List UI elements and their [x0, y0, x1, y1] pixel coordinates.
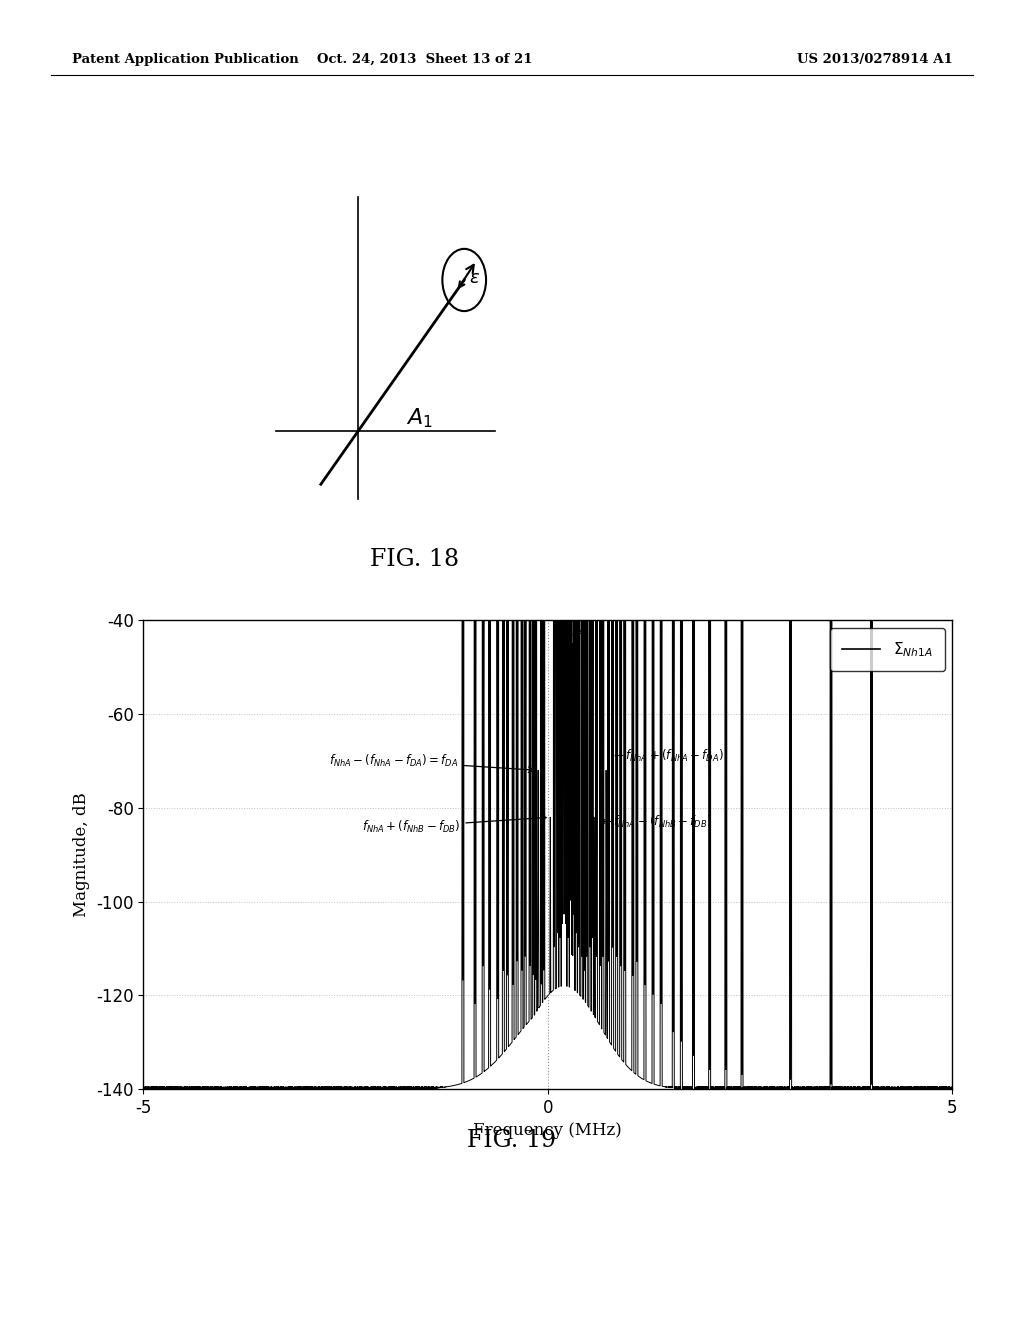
X-axis label: Frequency (MHz): Frequency (MHz) [473, 1122, 623, 1139]
Text: Patent Application Publication: Patent Application Publication [72, 53, 298, 66]
Text: $\leftarrow f_{NhA}+(f_{NhA}-f_{DA})$: $\leftarrow f_{NhA}+(f_{NhA}-f_{DA})$ [611, 748, 724, 764]
Text: $A_1$: $A_1$ [407, 407, 433, 430]
Text: $\leftarrow f_{NhA}-(f_{NhB}-f_{DB})$: $\leftarrow f_{NhA}-(f_{NhB}-f_{DB})$ [599, 814, 712, 830]
Text: $f_{NhA}$: $f_{NhA}$ [559, 622, 586, 639]
Text: US 2013/0278914 A1: US 2013/0278914 A1 [797, 53, 952, 66]
Text: Oct. 24, 2013  Sheet 13 of 21: Oct. 24, 2013 Sheet 13 of 21 [317, 53, 532, 66]
Legend: $\Sigma_{Nh1A}$: $\Sigma_{Nh1A}$ [830, 628, 945, 671]
Text: FIG. 18: FIG. 18 [370, 548, 460, 570]
Text: $f_{NhA}-(f_{NhA}-f_{DA})=f_{DA}$: $f_{NhA}-(f_{NhA}-f_{DA})=f_{DA}$ [330, 752, 534, 772]
Y-axis label: Magnitude, dB: Magnitude, dB [74, 792, 90, 917]
Text: $f_{NhA}+(f_{NhB}-f_{DB})$: $f_{NhA}+(f_{NhB}-f_{DB})$ [361, 814, 546, 834]
Text: FIG. 19: FIG. 19 [467, 1129, 557, 1151]
Text: $\varepsilon$: $\varepsilon$ [469, 269, 480, 286]
